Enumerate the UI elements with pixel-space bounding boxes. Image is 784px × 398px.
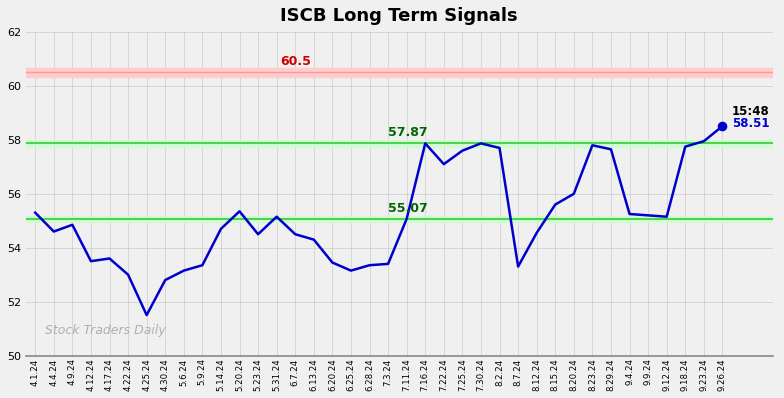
Text: Stock Traders Daily: Stock Traders Daily <box>45 324 165 337</box>
Bar <box>26 216 772 222</box>
Title: ISCB Long Term Signals: ISCB Long Term Signals <box>281 7 518 25</box>
Text: 58.51: 58.51 <box>731 117 769 130</box>
Bar <box>26 68 772 76</box>
Text: 55.07: 55.07 <box>388 202 428 215</box>
Text: 15:48: 15:48 <box>731 105 769 118</box>
Text: 60.5: 60.5 <box>280 55 310 68</box>
Bar <box>26 140 772 146</box>
Point <box>716 123 728 129</box>
Text: 57.87: 57.87 <box>388 126 428 139</box>
